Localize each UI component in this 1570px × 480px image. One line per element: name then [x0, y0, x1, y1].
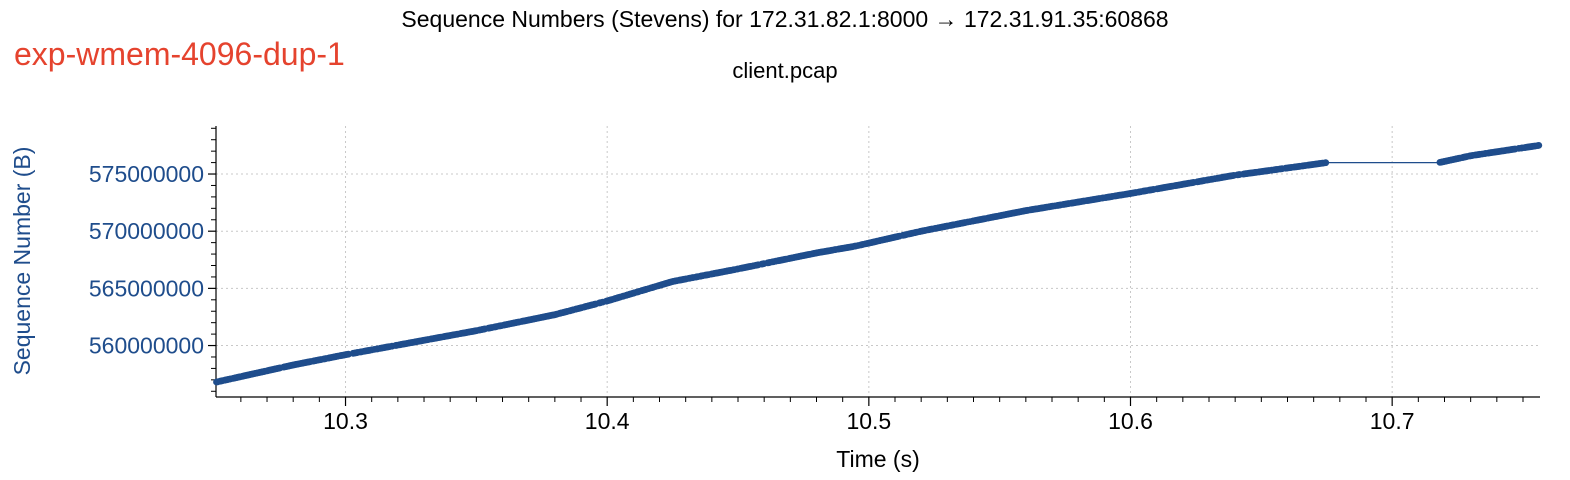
data-point	[1322, 159, 1330, 167]
chart-subtitle: client.pcap	[732, 58, 838, 83]
y-tick-label: 565000000	[89, 275, 204, 301]
chart-title: Sequence Numbers (Stevens) for 172.31.82…	[401, 6, 1169, 32]
x-tick-label: 10.5	[846, 408, 891, 434]
x-tick-label: 10.3	[323, 408, 368, 434]
x-axis-ticks: 10.3 10.4 10.5 10.6 10.7	[323, 397, 1415, 434]
y-tick-label: 575000000	[89, 161, 204, 187]
x-tick-label: 10.7	[1370, 408, 1415, 434]
minor-ticks	[211, 127, 1524, 402]
series-sequence	[213, 142, 1543, 386]
experiment-label: exp-wmem-4096-dup-1	[14, 36, 345, 72]
grid-lines	[216, 126, 1540, 397]
series-line	[215, 144, 1539, 383]
y-tick-label: 570000000	[89, 218, 204, 244]
x-tick-label: 10.6	[1108, 408, 1153, 434]
y-tick-label: 560000000	[89, 333, 204, 359]
x-tick-label: 10.4	[585, 408, 630, 434]
x-axis-label: Time (s)	[836, 446, 919, 472]
y-axis-label: Sequence Number (B)	[9, 147, 35, 376]
data-point	[1535, 142, 1543, 149]
y-axis-ticks: 560000000 565000000 570000000 575000000	[89, 161, 216, 359]
